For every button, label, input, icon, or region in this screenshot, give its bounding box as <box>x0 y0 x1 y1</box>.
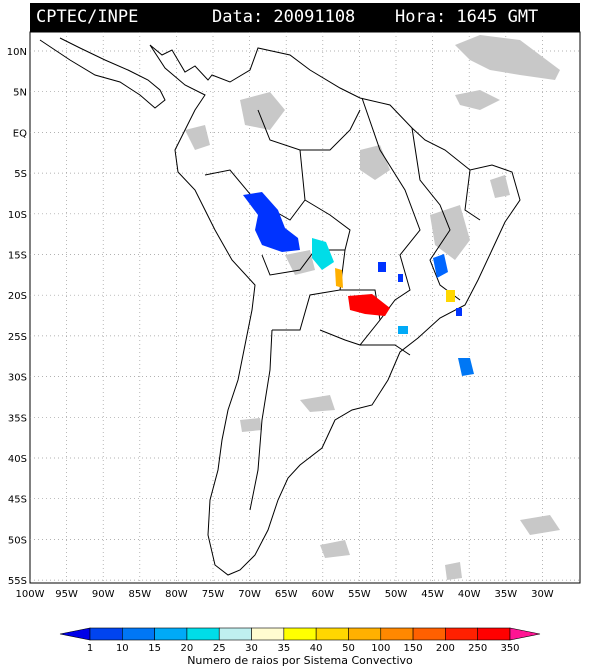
map-frame <box>29 31 581 584</box>
colorbar-swatch-14 <box>509 627 541 641</box>
colorbar-swatch-12 <box>445 627 478 641</box>
lat-label-0: 10N <box>7 47 27 58</box>
lon-label-11: 45W <box>421 589 444 600</box>
convective-systems <box>243 192 474 376</box>
colorbar-label-1: 10 <box>116 643 129 654</box>
cloud-cover <box>185 35 560 580</box>
colorbar-label-4: 25 <box>213 643 226 654</box>
colorbar-swatch-8 <box>315 627 349 641</box>
lat-label-1: 5N <box>13 88 27 99</box>
lat-label-5: 15S <box>8 251 27 262</box>
lon-label-9: 55W <box>348 589 371 600</box>
title-bar: CPTEC/INPE Data: 20091108 Hora: 1645 GMT <box>30 3 580 32</box>
lon-label-3: 85W <box>128 589 151 600</box>
time-label: Hora: 1645 GMT <box>395 7 539 27</box>
lon-label-14: 30W <box>531 589 554 600</box>
lat-label-2: EQ <box>13 128 27 139</box>
date-label: Data: 20091108 <box>212 7 356 27</box>
colorbar-label-12: 250 <box>468 643 487 654</box>
lon-label-2: 90W <box>92 589 115 600</box>
colorbar-label-5: 30 <box>245 643 258 654</box>
lat-label-10: 40S <box>8 454 27 465</box>
colorbar-swatch-4 <box>186 627 220 641</box>
lat-label-3: 5S <box>14 169 27 180</box>
lat-label-13: 55S <box>8 576 27 587</box>
lat-label-7: 25S <box>8 332 27 343</box>
colorbar-label-0: 1 <box>87 643 93 654</box>
colorbar-swatch-3 <box>154 627 188 641</box>
colorbar-swatch-9 <box>348 627 382 641</box>
colorbar-label-3: 20 <box>181 643 194 654</box>
lat-label-8: 30S <box>8 373 27 384</box>
colorbar-swatch-0 <box>59 627 91 641</box>
lon-label-1: 95W <box>55 589 78 600</box>
lon-label-0: 100W <box>16 589 45 600</box>
colorbar-swatch-1 <box>89 627 123 641</box>
colorbar-label-2: 15 <box>148 643 161 654</box>
latitude-labels: 10N 5N EQ 5S 10S 15S 20S 25S 30S 35S 40S 45S 50S 55S <box>7 47 27 587</box>
colorbar-swatch-7 <box>283 627 317 641</box>
lat-label-6: 20S <box>8 291 27 302</box>
lon-label-12: 40W <box>458 589 481 600</box>
colorbar-label-8: 50 <box>342 643 355 654</box>
colorbar: 1 10 15 20 25 30 35 40 50 100 150 200 250 350 <box>59 627 541 654</box>
agency-label: CPTEC/INPE <box>36 7 139 27</box>
colorbar-label-7: 40 <box>310 643 323 654</box>
lon-label-6: 70W <box>238 589 261 600</box>
lat-label-9: 35S <box>8 413 27 424</box>
colorbar-swatch-13 <box>477 627 511 641</box>
lat-label-12: 50S <box>8 535 27 546</box>
colorbar-label-13: 350 <box>500 643 519 654</box>
colorbar-label-11: 200 <box>436 643 455 654</box>
colorbar-label-10: 150 <box>404 643 423 654</box>
lon-label-13: 35W <box>494 589 517 600</box>
lat-label-11: 45S <box>8 495 27 506</box>
lon-label-4: 80W <box>165 589 188 600</box>
lon-label-10: 50W <box>385 589 408 600</box>
colorbar-swatch-11 <box>412 627 446 641</box>
colorbar-swatch-5 <box>218 627 252 641</box>
colorbar-label-9: 100 <box>371 643 390 654</box>
colorbar-label-6: 35 <box>277 643 290 654</box>
colorbar-swatch-2 <box>122 627 155 641</box>
coastlines <box>39 37 521 576</box>
colorbar-swatch-10 <box>380 627 414 641</box>
colorbar-swatch-6 <box>251 627 285 641</box>
lon-label-8: 60W <box>311 589 334 600</box>
lat-label-4: 10S <box>8 210 27 221</box>
colorbar-title: Numero de raios por Sistema Convectivo <box>187 654 413 667</box>
longitude-labels: 100W 95W 90W 85W 80W 75W 70W 65W 60W 55W 50W 45W 40W… <box>16 589 554 600</box>
lon-label-7: 65W <box>275 589 298 600</box>
lon-label-5: 75W <box>202 589 225 600</box>
graticule <box>30 32 580 583</box>
